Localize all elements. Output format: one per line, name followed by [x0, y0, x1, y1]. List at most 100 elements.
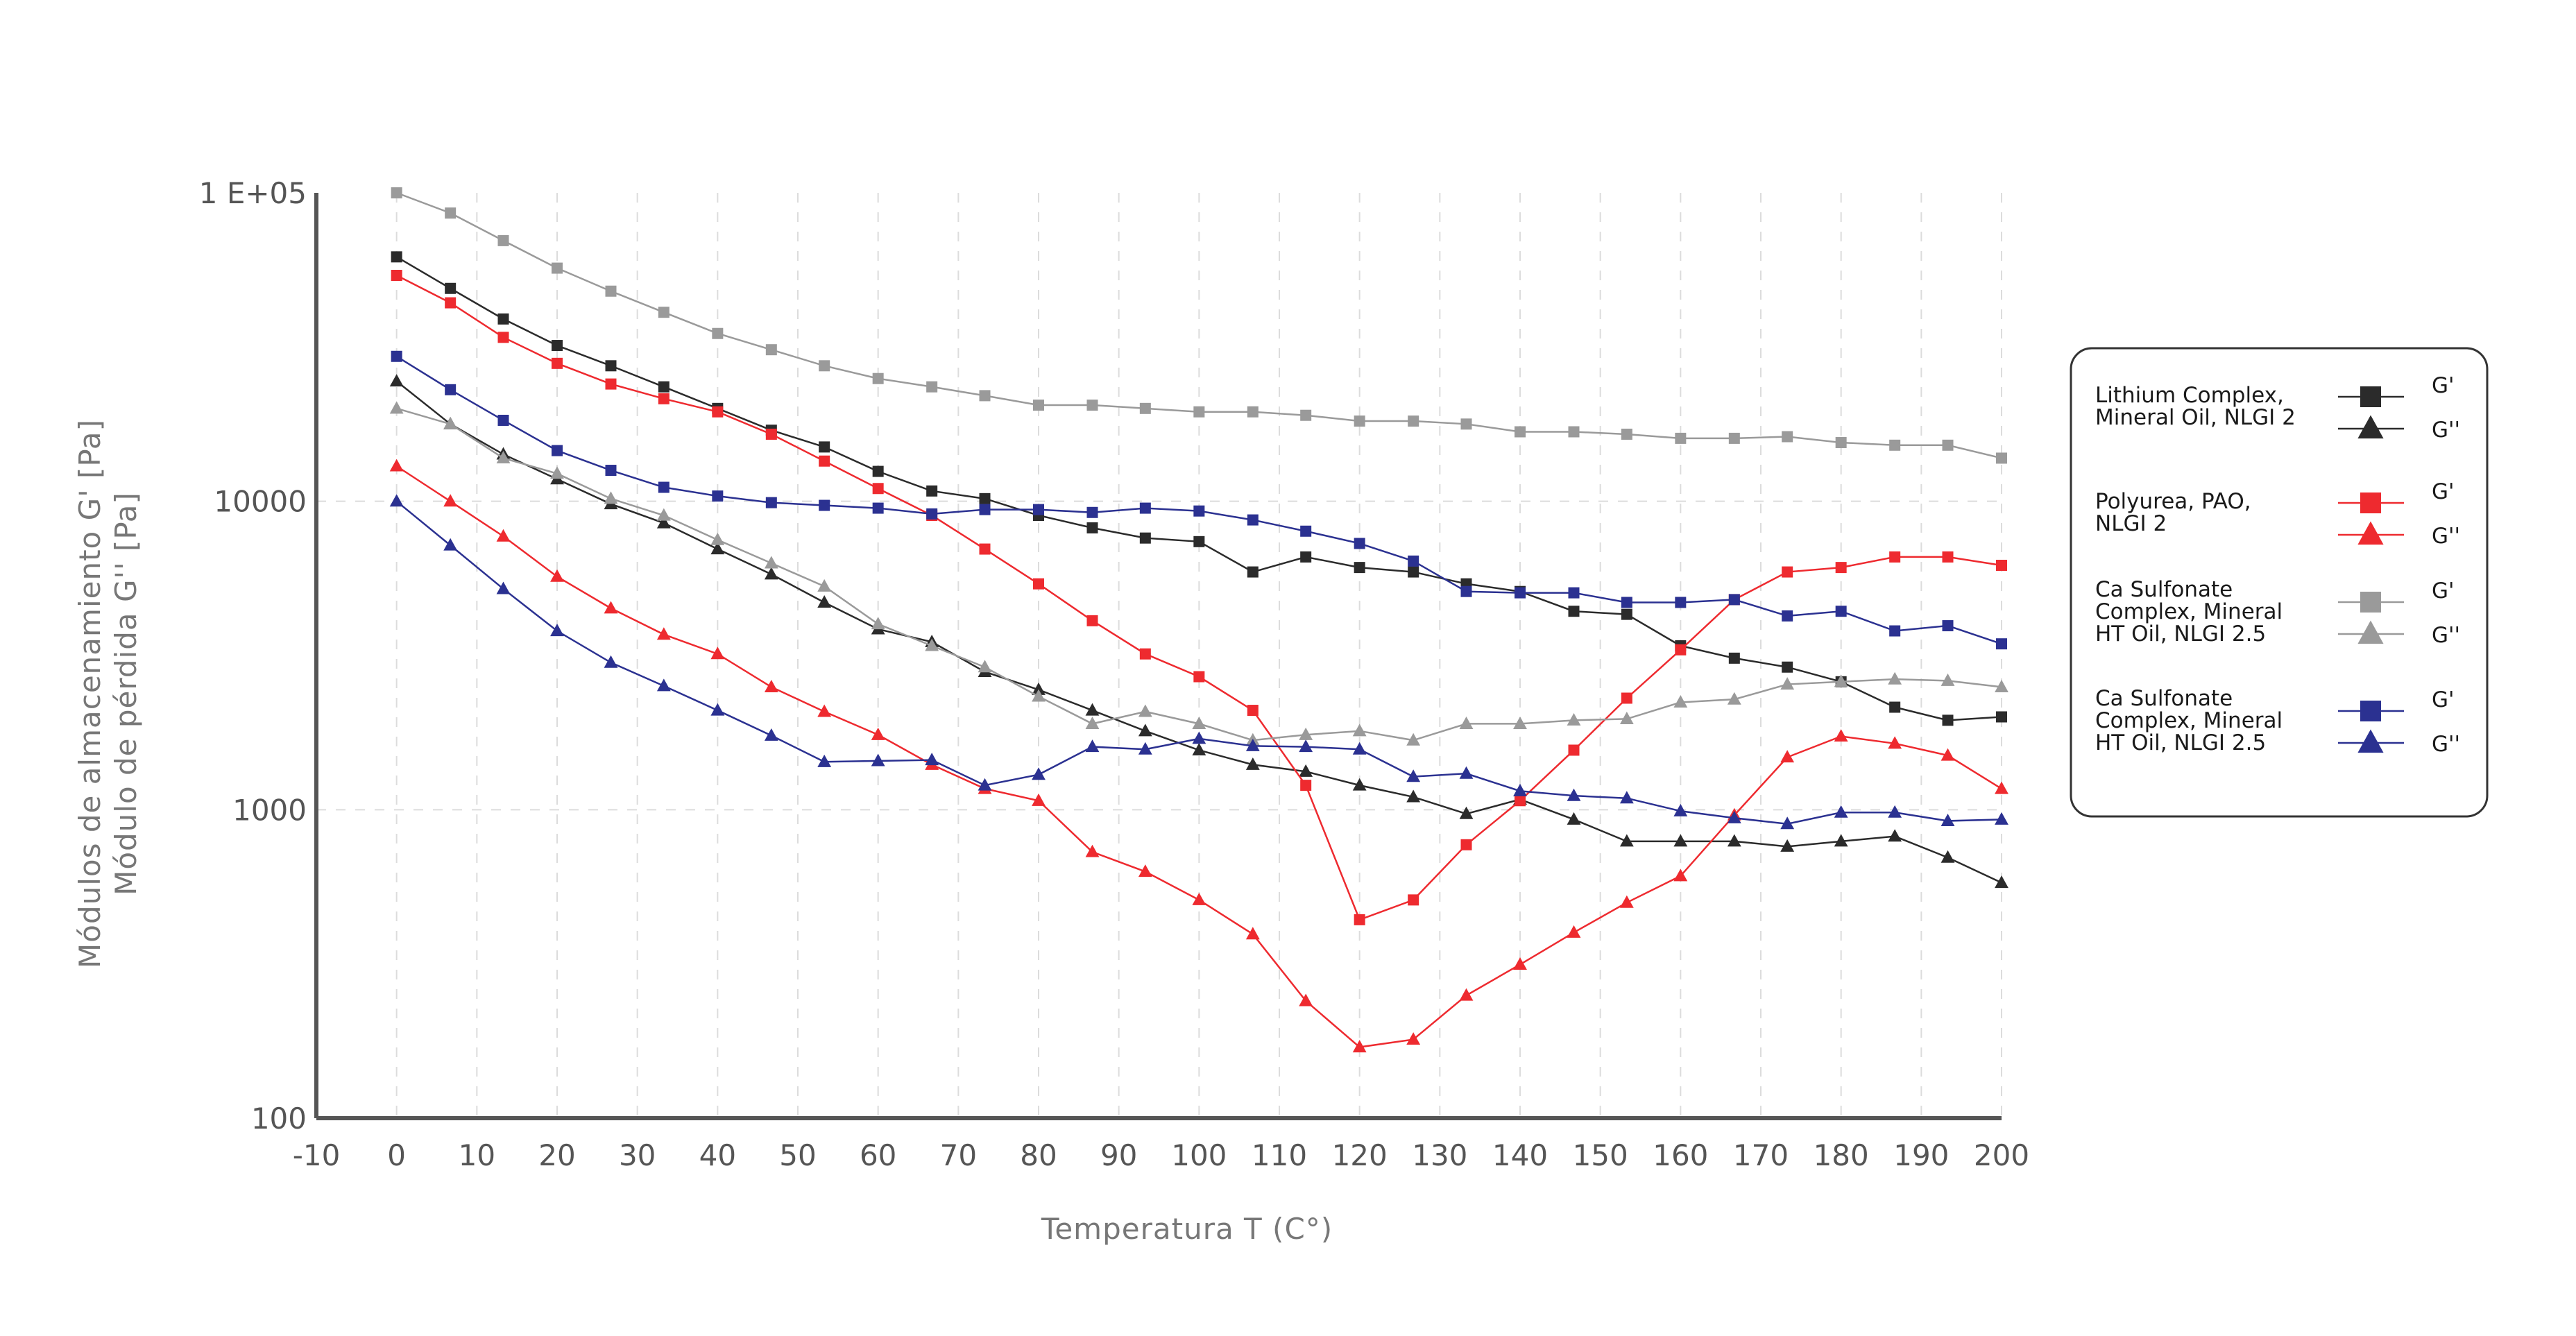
y-axis-title-line-2: Módulo de pérdida G'' [Pa] — [109, 492, 143, 896]
data-point — [1459, 766, 1474, 779]
data-point — [1192, 716, 1206, 729]
data-point — [1300, 409, 1312, 421]
series-5-g-double-prime — [389, 401, 2008, 746]
data-point — [1459, 988, 1474, 1001]
data-point — [1728, 432, 1740, 444]
data-point — [1889, 551, 1901, 563]
y-tick-label: 10000 — [214, 485, 307, 519]
grid — [316, 193, 2002, 1118]
data-point — [1942, 551, 1954, 563]
legend-box — [2070, 347, 2489, 818]
data-point — [1138, 742, 1152, 755]
data-point — [604, 601, 618, 614]
data-point — [1352, 723, 1367, 737]
data-point — [710, 532, 725, 545]
series-line — [395, 380, 2002, 884]
data-point — [979, 390, 991, 402]
legend-entries: Lithium Complex,Mineral Oil, NLGI 2 G' G''… — [2095, 373, 2460, 757]
legend-modulus-label: G' — [2432, 479, 2455, 504]
data-point — [1515, 426, 1526, 438]
data-point — [1138, 723, 1152, 737]
legend-label-line: Complex, Mineral — [2095, 708, 2283, 733]
legend-square-marker — [2360, 701, 2381, 721]
data-point — [1889, 439, 1901, 451]
data-point — [1352, 1040, 1367, 1053]
data-point — [872, 372, 884, 384]
legend-label-line: NLGI 2 — [2095, 511, 2167, 536]
data-point — [1139, 502, 1151, 514]
data-point — [819, 455, 830, 467]
data-point — [1247, 406, 1259, 418]
data-point — [497, 234, 509, 246]
data-point — [1033, 578, 1044, 590]
x-tick-label: 120 — [1332, 1138, 1388, 1172]
data-point — [1300, 525, 1312, 537]
x-tick-label: 90 — [1100, 1138, 1137, 1172]
x-axis-title: Temperatura T (C°) — [1041, 1212, 1333, 1246]
legend-label-line: Ca Sulfonate — [2095, 686, 2233, 711]
data-point — [496, 581, 511, 594]
data-point — [550, 466, 564, 479]
series-7-g-double-prime — [389, 494, 2008, 830]
legend-triangle-marker — [2357, 521, 2384, 545]
data-point — [765, 497, 777, 508]
data-point — [445, 207, 457, 219]
data-point — [391, 251, 402, 263]
data-point — [764, 679, 778, 692]
data-point — [1085, 703, 1100, 716]
data-point — [1940, 673, 1955, 686]
data-point — [1245, 927, 1260, 940]
data-point — [1728, 594, 1740, 606]
data-point — [871, 753, 885, 767]
data-point — [1568, 426, 1580, 438]
data-point — [1889, 625, 1901, 637]
y-tick-label: 100 — [251, 1102, 307, 1136]
data-point — [1996, 711, 2007, 723]
data-point — [1033, 400, 1044, 411]
data-point — [1513, 783, 1527, 796]
data-point — [1567, 925, 1581, 938]
y-axis-title-line-1: Módulos de almacenamiento G' [Pa] — [73, 419, 107, 968]
data-point — [765, 344, 777, 356]
data-point — [1621, 692, 1632, 704]
data-point — [552, 340, 563, 352]
data-point — [872, 502, 884, 514]
data-point — [1673, 868, 1688, 882]
data-point — [710, 703, 725, 716]
data-point — [1033, 504, 1044, 515]
data-point — [1995, 812, 2008, 825]
data-point — [1139, 532, 1151, 544]
data-point — [1996, 638, 2007, 650]
x-tick-label: -10 — [293, 1138, 341, 1172]
data-point — [1942, 620, 1954, 632]
data-point — [1460, 418, 1472, 430]
data-point — [1728, 652, 1740, 664]
data-point — [1834, 729, 1848, 742]
data-point — [1888, 671, 1902, 685]
data-point — [1300, 551, 1312, 563]
legend-entry: Lithium Complex,Mineral Oil, NLGI 2 G' G'' — [2095, 373, 2460, 443]
data-point — [764, 728, 778, 741]
data-point — [1086, 522, 1098, 533]
data-point — [1513, 957, 1527, 970]
legend-modulus-label: G' — [2432, 373, 2455, 398]
data-point — [1567, 812, 1581, 825]
legend-triangle-marker — [2357, 620, 2384, 644]
x-tick-label: 10 — [459, 1138, 495, 1172]
data-point — [445, 282, 457, 294]
data-point — [1193, 505, 1205, 517]
data-point — [1300, 780, 1312, 791]
data-point — [817, 595, 832, 608]
data-point — [1193, 536, 1205, 547]
data-point — [764, 556, 778, 569]
x-tick-label: 140 — [1492, 1138, 1548, 1172]
x-tick-label: 60 — [860, 1138, 896, 1172]
data-point — [710, 542, 725, 555]
data-point — [389, 459, 404, 472]
legend-square-marker — [2360, 493, 2381, 513]
data-point — [497, 313, 509, 325]
data-point — [1086, 506, 1098, 518]
data-point — [389, 374, 404, 387]
data-point — [389, 494, 404, 507]
